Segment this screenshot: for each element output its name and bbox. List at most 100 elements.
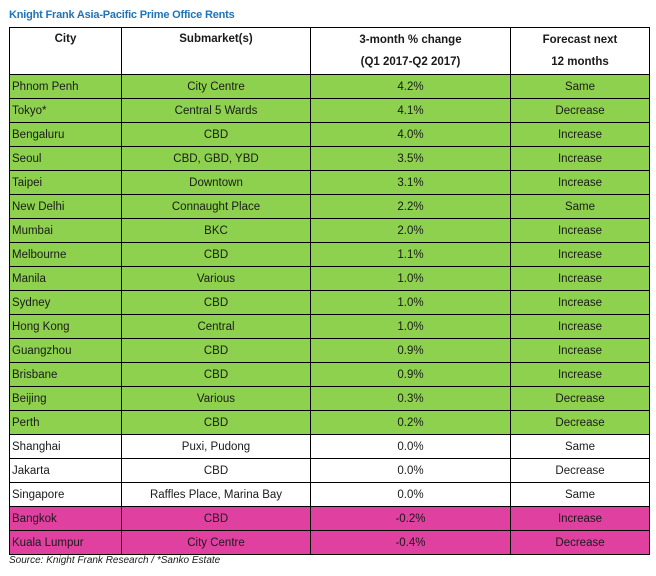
forecast-cell: Increase [510, 314, 650, 339]
table-row: Guangzhou CBD 0.9% Increase [9, 338, 650, 363]
city-cell: Tokyo* [9, 98, 122, 123]
submarket-cell: CBD [121, 242, 311, 267]
forecast-cell: Increase [510, 170, 650, 195]
submarket-cell: CBD, GBD, YBD [121, 146, 311, 171]
table-row: Perth CBD 0.2% Decrease [9, 410, 650, 435]
change-cell: 3.1% [310, 170, 511, 195]
forecast-cell: Decrease [510, 98, 650, 123]
header-forecast-line2: 12 months [551, 56, 609, 68]
submarket-cell: Raffles Place, Marina Bay [121, 482, 311, 507]
table-row: Singapore Raffles Place, Marina Bay 0.0% Sa… [9, 482, 650, 507]
forecast-cell: Increase [510, 242, 650, 267]
table-row: Phnom Penh City Centre 4.2% Same [9, 74, 650, 99]
table-row: Kuala Lumpur City Centre -0.4% Decrease [9, 530, 650, 555]
forecast-cell: Same [510, 482, 650, 507]
city-cell: Sydney [9, 290, 122, 315]
submarket-cell: CBD [121, 290, 311, 315]
header-change: 3-month % change (Q1 2017-Q2 2017) [310, 27, 511, 75]
forecast-cell: Same [510, 434, 650, 459]
city-cell: Guangzhou [9, 338, 122, 363]
table-row: Bangkok CBD -0.2% Increase [9, 506, 650, 531]
change-cell: 0.9% [310, 338, 511, 363]
forecast-cell: Decrease [510, 410, 650, 435]
table-title: Knight Frank Asia-Pacific Prime Office R… [9, 9, 235, 21]
table-row: Taipei Downtown 3.1% Increase [9, 170, 650, 195]
rents-table: City Submarket(s) 3-month % change (Q1 2… [9, 27, 650, 555]
submarket-cell: CBD [121, 122, 311, 147]
submarket-cell: CBD [121, 410, 311, 435]
change-cell: -0.4% [310, 530, 511, 555]
forecast-cell: Decrease [510, 458, 650, 483]
header-row: City Submarket(s) 3-month % change (Q1 2… [9, 27, 650, 75]
change-cell: 4.1% [310, 98, 511, 123]
city-cell: Bangkok [9, 506, 122, 531]
city-cell: Shanghai [9, 434, 122, 459]
table-row: Seoul CBD, GBD, YBD 3.5% Increase [9, 146, 650, 171]
change-cell: 4.2% [310, 74, 511, 99]
table-row: Manila Various 1.0% Increase [9, 266, 650, 291]
table-row: Tokyo* Central 5 Wards 4.1% Decrease [9, 98, 650, 123]
city-cell: Melbourne [9, 242, 122, 267]
table-row: Hong Kong Central 1.0% Increase [9, 314, 650, 339]
city-cell: Manila [9, 266, 122, 291]
submarket-cell: Central [121, 314, 311, 339]
city-cell: New Delhi [9, 194, 122, 219]
forecast-cell: Increase [510, 218, 650, 243]
forecast-cell: Decrease [510, 530, 650, 555]
submarket-cell: City Centre [121, 530, 311, 555]
city-cell: Seoul [9, 146, 122, 171]
change-cell: 3.5% [310, 146, 511, 171]
city-cell: Perth [9, 410, 122, 435]
change-cell: 1.0% [310, 290, 511, 315]
submarket-cell: Various [121, 386, 311, 411]
city-cell: Kuala Lumpur [9, 530, 122, 555]
submarket-cell: CBD [121, 362, 311, 387]
submarket-cell: Puxi, Pudong [121, 434, 311, 459]
submarket-cell: BKC [121, 218, 311, 243]
city-cell: Mumbai [9, 218, 122, 243]
submarket-cell: CBD [121, 506, 311, 531]
forecast-cell: Increase [510, 290, 650, 315]
city-cell: Phnom Penh [9, 74, 122, 99]
table-row: Shanghai Puxi, Pudong 0.0% Same [9, 434, 650, 459]
change-cell: 0.0% [310, 458, 511, 483]
submarket-cell: CBD [121, 338, 311, 363]
city-cell: Beijing [9, 386, 122, 411]
change-cell: 4.0% [310, 122, 511, 147]
city-cell: Hong Kong [9, 314, 122, 339]
change-cell: 0.9% [310, 362, 511, 387]
city-cell: Jakarta [9, 458, 122, 483]
submarket-cell: City Centre [121, 74, 311, 99]
forecast-cell: Increase [510, 362, 650, 387]
table-row: New Delhi Connaught Place 2.2% Same [9, 194, 650, 219]
table-row: Brisbane CBD 0.9% Increase [9, 362, 650, 387]
change-cell: 0.0% [310, 434, 511, 459]
forecast-cell: Increase [510, 122, 650, 147]
forecast-cell: Increase [510, 338, 650, 363]
change-cell: 1.0% [310, 314, 511, 339]
change-cell: 2.2% [310, 194, 511, 219]
submarket-cell: Various [121, 266, 311, 291]
table-body: Phnom Penh City Centre 4.2% Same Tokyo* Centr… [9, 74, 650, 555]
change-cell: 1.1% [310, 242, 511, 267]
change-cell: 2.0% [310, 218, 511, 243]
forecast-cell: Increase [510, 506, 650, 531]
forecast-cell: Decrease [510, 386, 650, 411]
forecast-cell: Increase [510, 266, 650, 291]
city-cell: Singapore [9, 482, 122, 507]
table-row: Sydney CBD 1.0% Increase [9, 290, 650, 315]
table-row: Jakarta CBD 0.0% Decrease [9, 458, 650, 483]
city-cell: Taipei [9, 170, 122, 195]
forecast-cell: Same [510, 74, 650, 99]
header-forecast-line1: Forecast next [542, 34, 618, 46]
submarket-cell: CBD [121, 458, 311, 483]
city-cell: Brisbane [9, 362, 122, 387]
table-row: Mumbai BKC 2.0% Increase [9, 218, 650, 243]
change-cell: 0.3% [310, 386, 511, 411]
submarket-cell: Central 5 Wards [121, 98, 311, 123]
source-note: Source: Knight Frank Research / *Sanko E… [9, 555, 221, 566]
header-city: City [9, 27, 122, 75]
table-row: Melbourne CBD 1.1% Increase [9, 242, 650, 267]
change-cell: 1.0% [310, 266, 511, 291]
submarket-cell: Connaught Place [121, 194, 311, 219]
